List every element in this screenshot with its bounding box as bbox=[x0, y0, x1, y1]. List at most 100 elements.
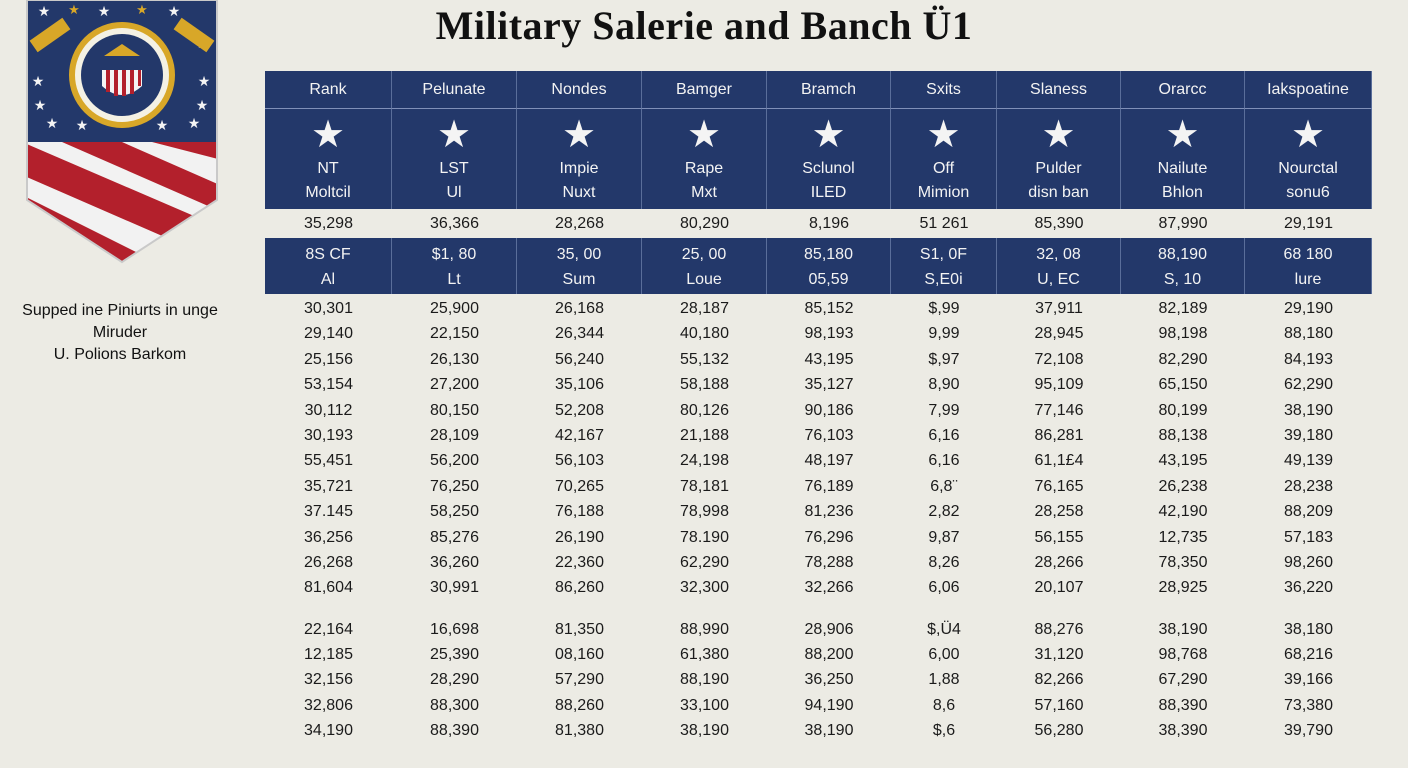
table-cell: 16,698 bbox=[430, 620, 479, 638]
row-gap bbox=[265, 601, 1372, 617]
table-cell: 65,150 bbox=[1158, 376, 1208, 394]
table-cell: 53,154 bbox=[304, 376, 353, 394]
column-header: Iakspoatine bbox=[1245, 71, 1372, 109]
table-cell: 28,258 bbox=[1034, 503, 1084, 521]
table-cell: 30,301 bbox=[304, 300, 353, 317]
svg-text:★: ★ bbox=[76, 118, 89, 134]
band-cell: S1, 0F S,E0i bbox=[891, 238, 997, 294]
table-cell: 21,188 bbox=[680, 426, 729, 444]
table-cell: 76,103 bbox=[804, 426, 854, 444]
table-cell: 37.145 bbox=[304, 503, 353, 521]
insignia-sublabel: ILED bbox=[810, 184, 847, 201]
table-cell: $,6 bbox=[932, 722, 956, 740]
table-cell: 70,265 bbox=[555, 477, 604, 495]
table-cell: 78,350 bbox=[1158, 553, 1208, 571]
table-cell: 85,390 bbox=[1034, 215, 1084, 232]
table-cell: 36,256 bbox=[304, 528, 353, 546]
table-cell: 6,16 bbox=[928, 452, 960, 470]
table-cell: 82,266 bbox=[1034, 671, 1084, 689]
column-header: Bamger bbox=[642, 71, 767, 109]
table-cell: 28,187 bbox=[680, 300, 729, 317]
table-cell: 80,199 bbox=[1158, 401, 1208, 419]
table-cell: 78,288 bbox=[804, 553, 854, 571]
table-cell: 88,190 bbox=[680, 671, 729, 689]
star-icon: ★ bbox=[310, 114, 346, 156]
table-cell: 62,290 bbox=[680, 553, 729, 571]
insignia-sublabel: sonu6 bbox=[1286, 184, 1330, 201]
svg-text:★: ★ bbox=[34, 98, 47, 114]
table-cell: 39,790 bbox=[1284, 722, 1333, 740]
table-cell: 32,806 bbox=[304, 696, 353, 714]
table-cell: 38,190 bbox=[804, 722, 854, 740]
band-cell: 85,180 05,59 bbox=[767, 238, 891, 294]
table-cell: 38,390 bbox=[1158, 722, 1208, 740]
table-cell: 49,139 bbox=[1284, 452, 1333, 470]
table-cell: 56,155 bbox=[1034, 528, 1084, 546]
table-cell: 88,209 bbox=[1284, 503, 1333, 521]
table-cell: 77,146 bbox=[1034, 401, 1084, 419]
insignia-label: Rape bbox=[684, 160, 724, 177]
flag-banner: ★★★ ★★ ★★ ★★★★ ★★ ★★ bbox=[26, 0, 218, 264]
table-cell: 28,268 bbox=[555, 215, 604, 232]
insignia-label: Pulder bbox=[1035, 160, 1082, 177]
table-cell: 94,190 bbox=[804, 696, 854, 714]
table-cell: 85,276 bbox=[430, 528, 479, 546]
table-cell: 2,82 bbox=[928, 503, 960, 521]
column-header: Sxits bbox=[891, 71, 997, 109]
table-cell: 57,183 bbox=[1284, 528, 1333, 546]
table-cell: 25,390 bbox=[430, 646, 479, 664]
column-header: Nondes bbox=[517, 71, 642, 109]
table-cell: 48,197 bbox=[804, 452, 854, 470]
rank-insignia-cell: ★ Rape Mxt bbox=[642, 109, 767, 209]
table-cell: 52,208 bbox=[555, 401, 604, 419]
table-cell: 26,168 bbox=[555, 300, 604, 317]
table-cell: 61,380 bbox=[680, 646, 729, 664]
table-cell: 36,366 bbox=[430, 215, 479, 232]
insignia-sublabel: Mxt bbox=[691, 184, 717, 201]
side-caption-line: Miruder bbox=[92, 324, 148, 341]
star-icon: ★ bbox=[436, 114, 472, 156]
table-cell: 81,350 bbox=[555, 620, 604, 638]
table-cell: 43,195 bbox=[804, 350, 854, 368]
star-icon: ★ bbox=[561, 114, 597, 156]
table-cell: 6,00 bbox=[928, 646, 960, 664]
table-cell: $,Ü4 bbox=[927, 620, 961, 638]
band-cell: 8S CF Al bbox=[265, 238, 392, 294]
star-icon: ★ bbox=[686, 114, 722, 156]
table-cell: 32,266 bbox=[804, 579, 854, 597]
insignia-sublabel: Moltcil bbox=[305, 184, 351, 201]
insignia-sublabel: Ul bbox=[446, 184, 462, 201]
table-cell: 76,165 bbox=[1034, 477, 1084, 495]
band-value: 32, 08 bbox=[1036, 246, 1081, 263]
table-cell: 78.190 bbox=[680, 528, 729, 546]
table-cell: 12,185 bbox=[304, 646, 353, 664]
side-caption: Supped ine Piniurts in unge Miruder U. P… bbox=[0, 300, 240, 366]
table-cell: 78,998 bbox=[680, 503, 729, 521]
table-cell: 35,721 bbox=[304, 477, 353, 495]
svg-text:★: ★ bbox=[196, 98, 209, 114]
band-label: U, EC bbox=[1037, 271, 1080, 288]
table-cell: 8,196 bbox=[808, 215, 850, 232]
band-cell: 68 180 lure bbox=[1245, 238, 1372, 294]
insignia-sublabel: disn ban bbox=[1028, 184, 1089, 201]
side-caption-line: U. Polions Barkom bbox=[53, 346, 187, 363]
table-cell: 98,193 bbox=[804, 325, 854, 343]
table-cell: 76,188 bbox=[555, 503, 604, 521]
table-cell: 9,99 bbox=[928, 325, 960, 343]
table-cell: 76,296 bbox=[804, 528, 854, 546]
table-cell: 29,190 bbox=[1284, 300, 1333, 317]
table-cell: 28,266 bbox=[1034, 553, 1084, 571]
table-cell: 8,26 bbox=[928, 553, 960, 571]
table-cell: 81,380 bbox=[555, 722, 604, 740]
band-value: S1, 0F bbox=[919, 246, 968, 263]
table-cell: 29,191 bbox=[1284, 215, 1333, 232]
table-cell: 20,107 bbox=[1034, 579, 1084, 597]
band-label: 05,59 bbox=[808, 271, 849, 288]
table-cell: 8,90 bbox=[928, 376, 960, 394]
svg-text:★: ★ bbox=[156, 118, 169, 134]
svg-text:★: ★ bbox=[198, 74, 211, 90]
table-cell: 30,112 bbox=[304, 401, 353, 419]
table-cell: 58,250 bbox=[430, 503, 479, 521]
table-cell: 87,990 bbox=[1158, 215, 1208, 232]
column-header: Bramch bbox=[767, 71, 891, 109]
